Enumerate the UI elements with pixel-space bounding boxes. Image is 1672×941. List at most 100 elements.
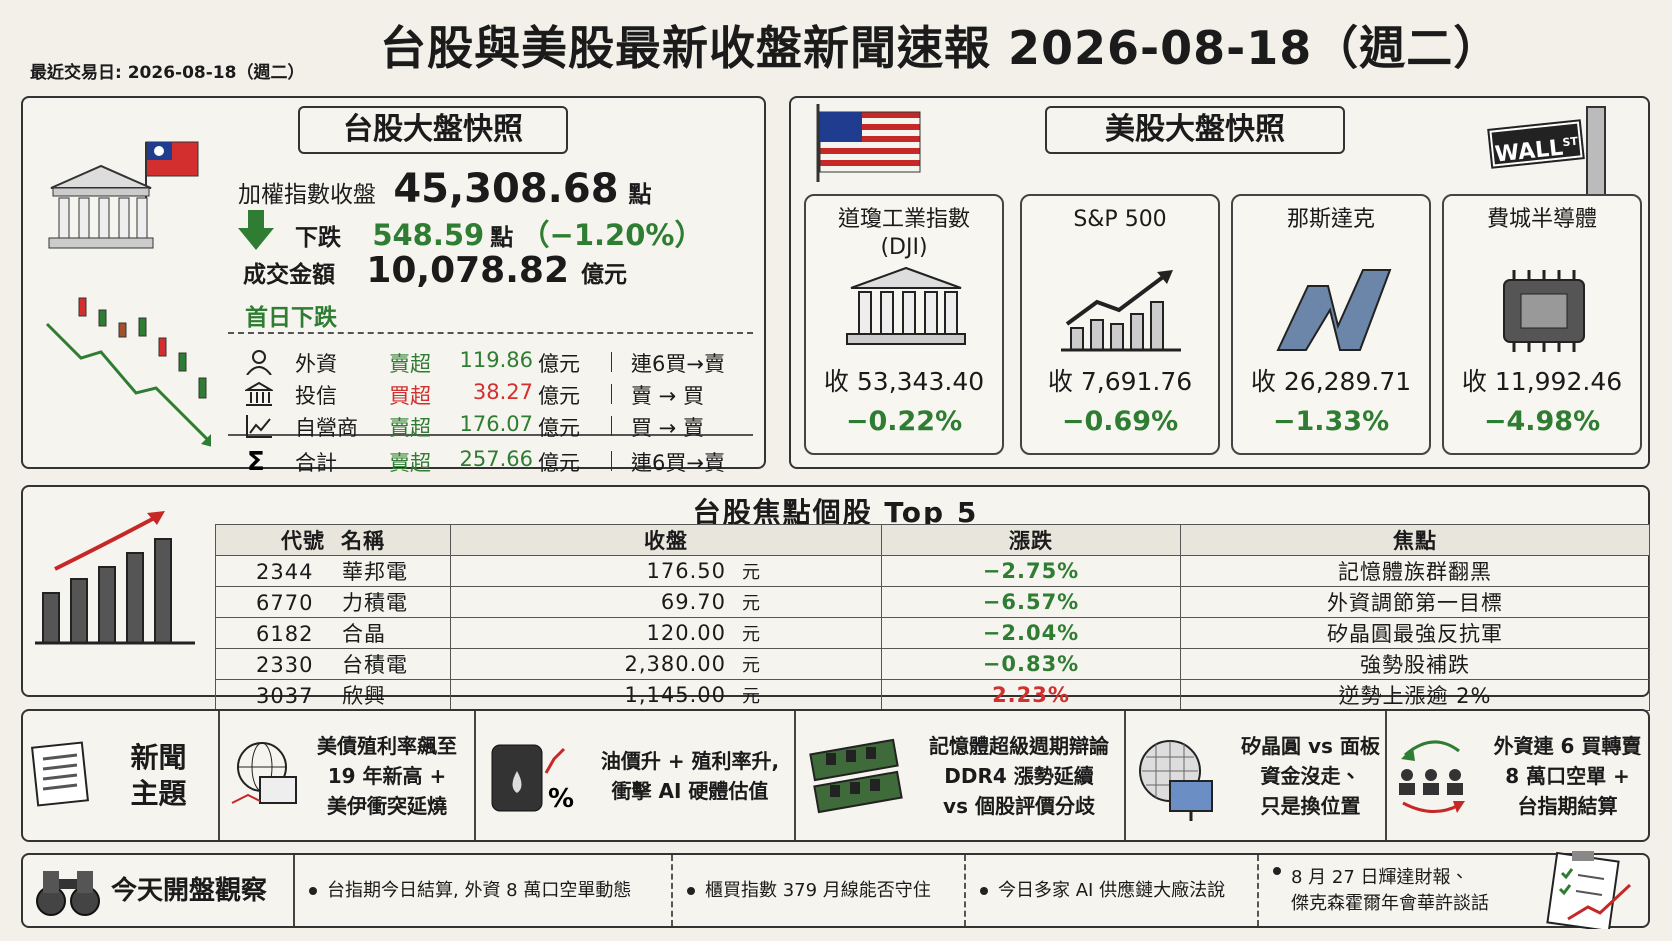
sp-icon	[1061, 270, 1181, 352]
inst-action: 賣超	[389, 416, 431, 440]
index-card: 費城半導體收 11,992.46 −4.98%	[1442, 194, 1642, 455]
news-line: 8 萬口空單 +	[1505, 763, 1630, 788]
index-name-line: S&P 500	[1073, 207, 1167, 232]
person-icon	[246, 350, 272, 376]
bullet	[309, 886, 317, 895]
icon	[1136, 737, 1216, 835]
cell: 3037 欣興	[215, 679, 451, 711]
inst-action: 賣超	[389, 352, 431, 376]
people-arrows-icon	[1399, 740, 1465, 813]
index-pct: −0.69%	[1061, 406, 1179, 437]
stock-code: 2330	[256, 653, 314, 677]
wafer-monitor-icon	[1139, 740, 1213, 821]
cell: 2344 華邦電	[215, 555, 451, 587]
news-line: 台指期結算	[1517, 793, 1618, 818]
news-label-line: 主題	[130, 776, 187, 810]
stock-close: 2,380.00	[624, 652, 726, 676]
bullet	[980, 886, 988, 895]
stock-change: −2.75%	[982, 559, 1080, 583]
inst-action: 買超	[389, 384, 431, 408]
us-panel: 美股大盤快照 WALLST 道瓊工業指數 (DJI) 收 53,343.40 −0.22…	[789, 96, 1650, 469]
watch-item: 台指期今日結算, 外資 8 萬口空單動態	[327, 878, 631, 904]
stock-focus: 強勢股補跌	[1360, 653, 1470, 677]
divider	[228, 434, 753, 436]
last-trade: 最近交易日: 2026-08-18（週二）	[30, 63, 305, 83]
cell: −0.83%	[881, 648, 1181, 680]
news-line: vs 個股評價分歧	[943, 793, 1095, 818]
svg-text:Σ: Σ	[247, 448, 265, 474]
watch-cell: 櫃買指數 379 月線能否守住	[673, 855, 966, 926]
change-label: 下跌	[295, 225, 341, 251]
icon: %	[486, 737, 576, 825]
down-arrow	[238, 210, 274, 250]
globe-icon	[231, 742, 297, 804]
header-cell: 代號 名稱	[215, 524, 451, 556]
inst-name: 外資	[295, 352, 337, 376]
close-label: 收	[823, 367, 849, 396]
stock-row: 2330 台積電 2,380.00 元 −0.83% 強勢股補跌	[215, 648, 1650, 680]
stocks-panel: 台股焦點個股 Top 5 代號 名稱 收盤 漲跌 焦點 2344 華邦電 176.50 元 −2.…	[21, 485, 1650, 711]
watch-line: 傑克森霍爾年會華許談話	[1291, 892, 1489, 914]
stock-close: 120.00	[646, 621, 726, 645]
stock-close: 176.50	[646, 559, 726, 583]
cell: 176.50 元	[450, 555, 882, 587]
index-close: 收 26,289.71	[1233, 362, 1429, 398]
watch-cell: 今日多家 AI 供應鏈大廠法說	[966, 855, 1259, 926]
icon	[245, 349, 273, 379]
stock-name: 欣興	[342, 684, 386, 708]
close-label: 收	[1250, 367, 1276, 396]
cell: 矽晶圓最強反抗軍	[1180, 617, 1650, 649]
cell: 2,380.00 元	[450, 648, 882, 680]
news-line: 只是換位置	[1260, 793, 1361, 818]
cell: 6770 力積電	[215, 586, 451, 618]
nasdaq-icon	[1276, 269, 1392, 351]
icon	[1393, 731, 1473, 829]
sep	[611, 384, 612, 404]
index-card: S&P 500 收 7,691.76 −0.69%	[1020, 194, 1220, 455]
bullet	[687, 886, 695, 895]
stock-row: 6182 合晶 120.00 元 −2.04% 矽晶圓最強反抗軍	[215, 617, 1650, 649]
news-cell: 外資連 6 買轉賣 8 萬口空單 + 台指期結算	[1387, 711, 1652, 840]
tw-illustration	[45, 141, 211, 447]
news-line: 美伊衝突延燒	[327, 793, 447, 818]
stock-unit: 元	[742, 655, 761, 676]
stock-change: 2.23%	[992, 683, 1070, 707]
news-item: 油價升 + 殖利率升, 衝擊 AI 硬體估值	[601, 746, 779, 806]
wall-st-sign: WALLST	[1487, 118, 1585, 170]
news-label: 新聞 主題	[130, 740, 186, 812]
inst-amount: 119.86	[459, 348, 533, 372]
index-unit: 點	[628, 182, 652, 208]
header-cell: 漲跌	[881, 524, 1181, 556]
chip-icon	[1503, 270, 1585, 352]
clipboard-icon	[1546, 851, 1632, 933]
stock-row: 6770 力積電 69.70 元 −6.57% 外資調節第一目標	[215, 586, 1650, 618]
news-line: DDR4 漲勢延續	[944, 763, 1094, 788]
index-label: 加權指數收盤	[238, 182, 376, 208]
stock-name: 合晶	[342, 622, 386, 646]
watch-line: 台指期今日結算, 外資 8 萬口空單動態	[327, 879, 632, 901]
inst-unit: 億元	[538, 416, 580, 440]
inst-amount: 176.07	[459, 412, 533, 436]
cell: 記憶體族群翻黑	[1180, 555, 1650, 587]
close-label: 收	[1461, 367, 1487, 396]
watch-cell: 今天開盤觀察	[23, 855, 295, 926]
stock-focus: 外資調節第一目標	[1327, 591, 1503, 615]
cell: 逆勢上漲逾 2%	[1180, 679, 1650, 711]
icon	[33, 865, 103, 927]
inst-amount: 38.27	[472, 380, 533, 404]
watch-item: 今日多家 AI 供應鏈大廠法說	[998, 878, 1225, 904]
news-line: 外資連 6 買轉賣	[1493, 733, 1642, 758]
stock-close: 1,145.00	[624, 683, 726, 707]
stock-unit: 元	[742, 562, 761, 583]
inst-name: 自營商	[295, 416, 358, 440]
cell: 2330 台積電	[215, 648, 451, 680]
inst-action: 賣超	[389, 451, 431, 475]
icon: Σ	[245, 447, 273, 478]
cell: 69.70 元	[450, 586, 882, 618]
cell: −2.04%	[881, 617, 1181, 649]
change-pct: （−1.20%）	[520, 218, 704, 252]
header-text: 名稱	[341, 529, 385, 553]
inst-name: 合計	[295, 451, 337, 475]
sep	[611, 451, 612, 471]
